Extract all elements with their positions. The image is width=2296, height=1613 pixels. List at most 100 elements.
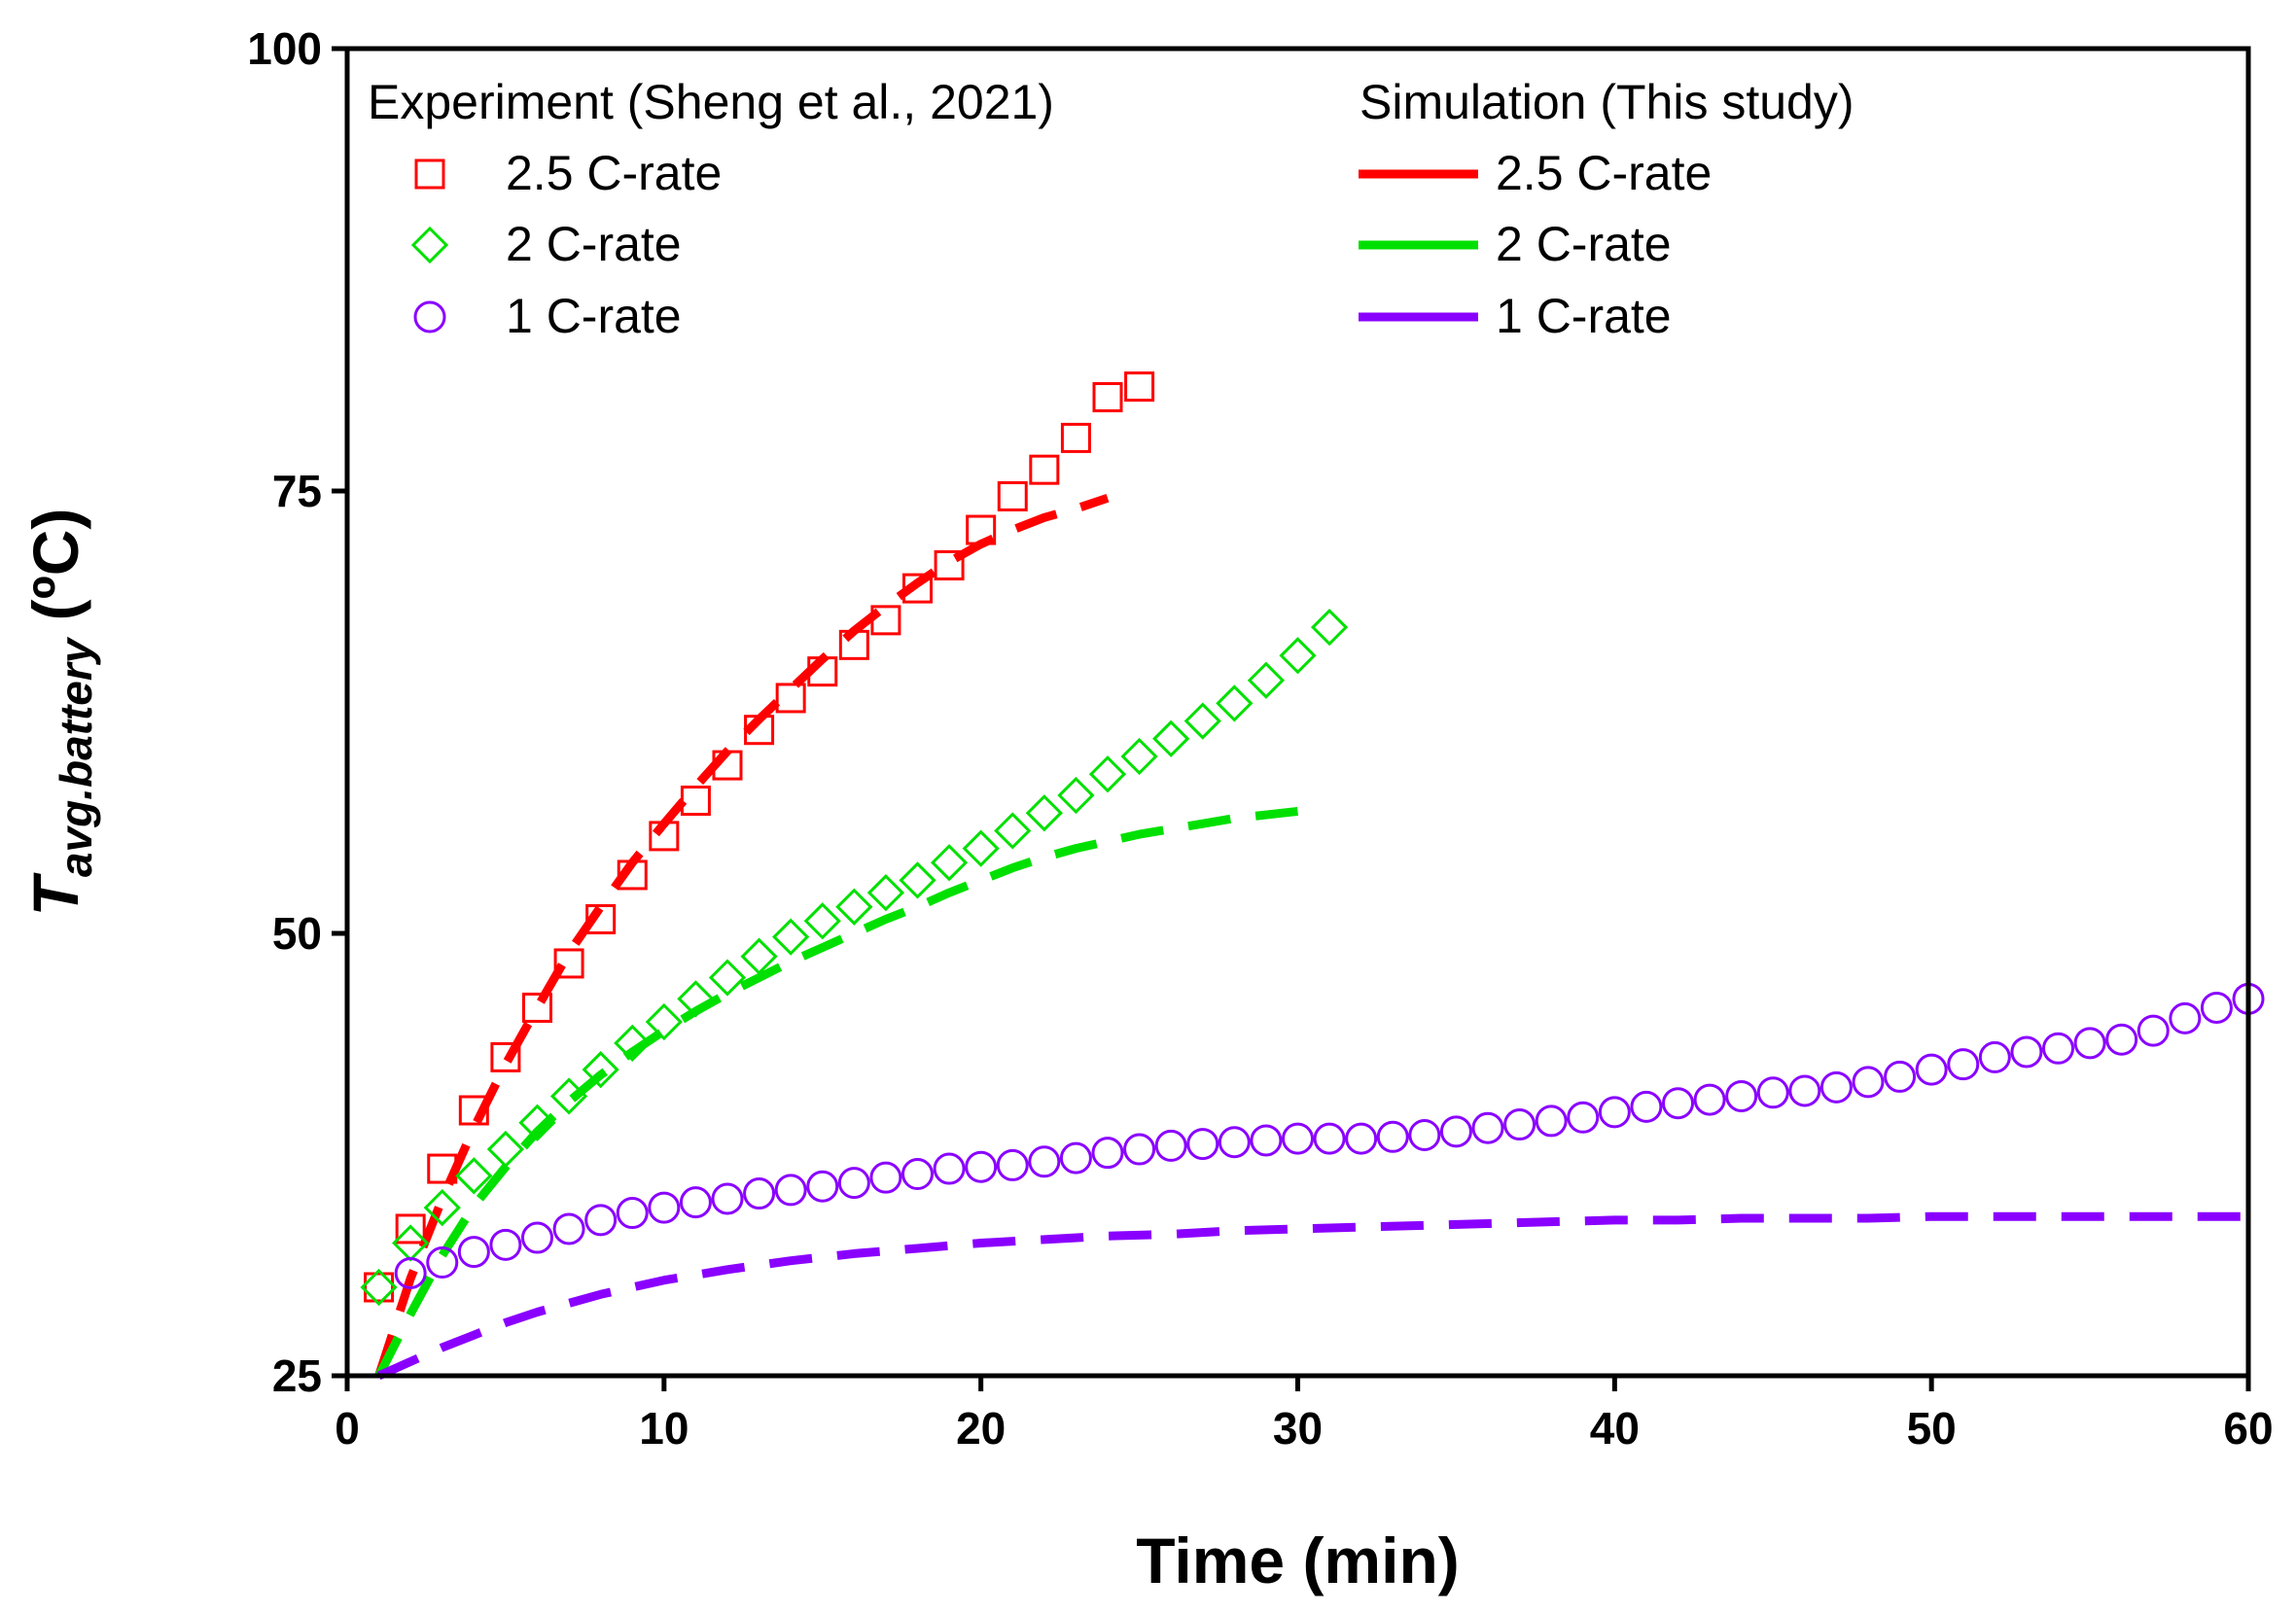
data-point xyxy=(1123,1133,1156,1166)
data-point xyxy=(617,859,648,891)
data-point xyxy=(680,786,711,816)
data-point xyxy=(1154,1129,1187,1162)
x-tick-label: 30 xyxy=(1273,1403,1323,1454)
data-point xyxy=(521,1221,553,1254)
data-point xyxy=(553,948,584,979)
data-point xyxy=(649,821,680,852)
data-point xyxy=(708,959,747,997)
data-point xyxy=(2073,1027,2106,1060)
data-point xyxy=(994,812,1032,850)
data-point xyxy=(1029,454,1060,485)
data-point xyxy=(1439,1115,1472,1148)
data-point xyxy=(1852,1066,1885,1099)
data-point xyxy=(866,874,905,912)
exp-series-2c xyxy=(360,609,1349,1307)
data-point xyxy=(1091,1137,1124,1170)
data-point xyxy=(1218,1126,1251,1159)
data-point xyxy=(1567,1101,1600,1134)
x-tick-label: 20 xyxy=(956,1403,1006,1454)
y-axis-title-unit: (ºC) xyxy=(19,508,91,639)
y-tick-label: 25 xyxy=(272,1350,322,1401)
y-axis-title: Tavg.battery (ºC) xyxy=(19,508,101,917)
data-point xyxy=(1183,702,1221,740)
data-point xyxy=(1120,737,1158,776)
data-point xyxy=(364,1272,395,1303)
data-point xyxy=(1598,1096,1631,1129)
data-point xyxy=(455,1157,493,1195)
data-point xyxy=(902,573,933,604)
legend-experiment-label: 2 C-rate xyxy=(506,217,682,271)
data-point xyxy=(772,918,810,956)
data-point xyxy=(1947,1048,1980,1081)
legend-simulation-label: 2.5 C-rate xyxy=(1496,146,1712,200)
data-point xyxy=(869,1161,902,1194)
legend-simulation-title: Simulation (This study) xyxy=(1360,75,1854,129)
data-point xyxy=(458,1095,489,1126)
data-point xyxy=(1025,794,1063,832)
data-point xyxy=(962,829,1000,867)
data-point xyxy=(1060,422,1091,453)
data-point xyxy=(1345,1122,1378,1155)
x-tick-label: 0 xyxy=(335,1403,360,1454)
data-point xyxy=(582,1051,619,1089)
data-point xyxy=(1057,776,1095,815)
data-point xyxy=(711,1182,744,1215)
data-point xyxy=(775,683,806,714)
x-tick-label: 40 xyxy=(1590,1403,1640,1454)
data-point xyxy=(966,514,997,545)
data-point xyxy=(1756,1076,1789,1109)
data-point xyxy=(1630,1090,1663,1123)
y-tick-label: 75 xyxy=(272,466,322,516)
data-point xyxy=(1028,1145,1061,1178)
data-point xyxy=(740,937,778,975)
data-point xyxy=(489,1228,522,1261)
data-point xyxy=(774,1174,807,1207)
legend-marker xyxy=(413,300,446,333)
exp-series-1c xyxy=(394,982,2265,1289)
data-point xyxy=(585,903,617,934)
data-point xyxy=(1884,1060,1917,1093)
data-point xyxy=(1124,371,1155,403)
data-point xyxy=(1092,382,1123,413)
data-point xyxy=(807,656,838,687)
data-point xyxy=(1408,1118,1441,1151)
data-point xyxy=(2010,1035,2043,1069)
data-point xyxy=(1250,1124,1283,1157)
data-point xyxy=(837,1167,870,1200)
legend-marker xyxy=(414,158,445,190)
data-point xyxy=(679,1186,712,1219)
data-point xyxy=(835,888,873,926)
axes: 0 10 20 30 40 50 60 25 50 75 100 xyxy=(247,23,2273,1454)
x-axis-title: Time (min) xyxy=(1136,1525,1459,1596)
data-point xyxy=(1503,1108,1537,1141)
data-point xyxy=(806,1170,839,1203)
sim-series-1c xyxy=(376,1211,2248,1381)
legend-experiment-title: Experiment (Sheng et al., 2021) xyxy=(368,75,1054,129)
x-tick-label: 10 xyxy=(639,1403,689,1454)
data-point xyxy=(1247,661,1286,699)
data-point xyxy=(744,715,775,746)
y-axis-title-subscript: avg.battery xyxy=(51,636,101,877)
data-point xyxy=(996,1148,1029,1181)
data-point xyxy=(486,1130,525,1169)
data-point xyxy=(1088,755,1127,793)
data-point xyxy=(1535,1105,1568,1138)
data-point xyxy=(645,1002,683,1041)
data-point xyxy=(360,1268,398,1307)
data-point xyxy=(1978,1040,2011,1073)
x-tick-label: 50 xyxy=(1907,1403,1957,1454)
data-point xyxy=(712,750,743,781)
data-point xyxy=(1216,684,1254,722)
data-point xyxy=(648,1191,681,1224)
data-point xyxy=(997,480,1028,511)
data-point xyxy=(803,902,841,940)
data-point xyxy=(934,549,965,580)
legend-simulation-label: 1 C-rate xyxy=(1496,289,1672,343)
data-point xyxy=(2169,1001,2202,1034)
data-point xyxy=(584,1204,618,1237)
data-point xyxy=(1059,1141,1092,1175)
data-point xyxy=(427,1153,458,1184)
data-point xyxy=(901,1158,934,1191)
data-point xyxy=(457,1236,490,1269)
